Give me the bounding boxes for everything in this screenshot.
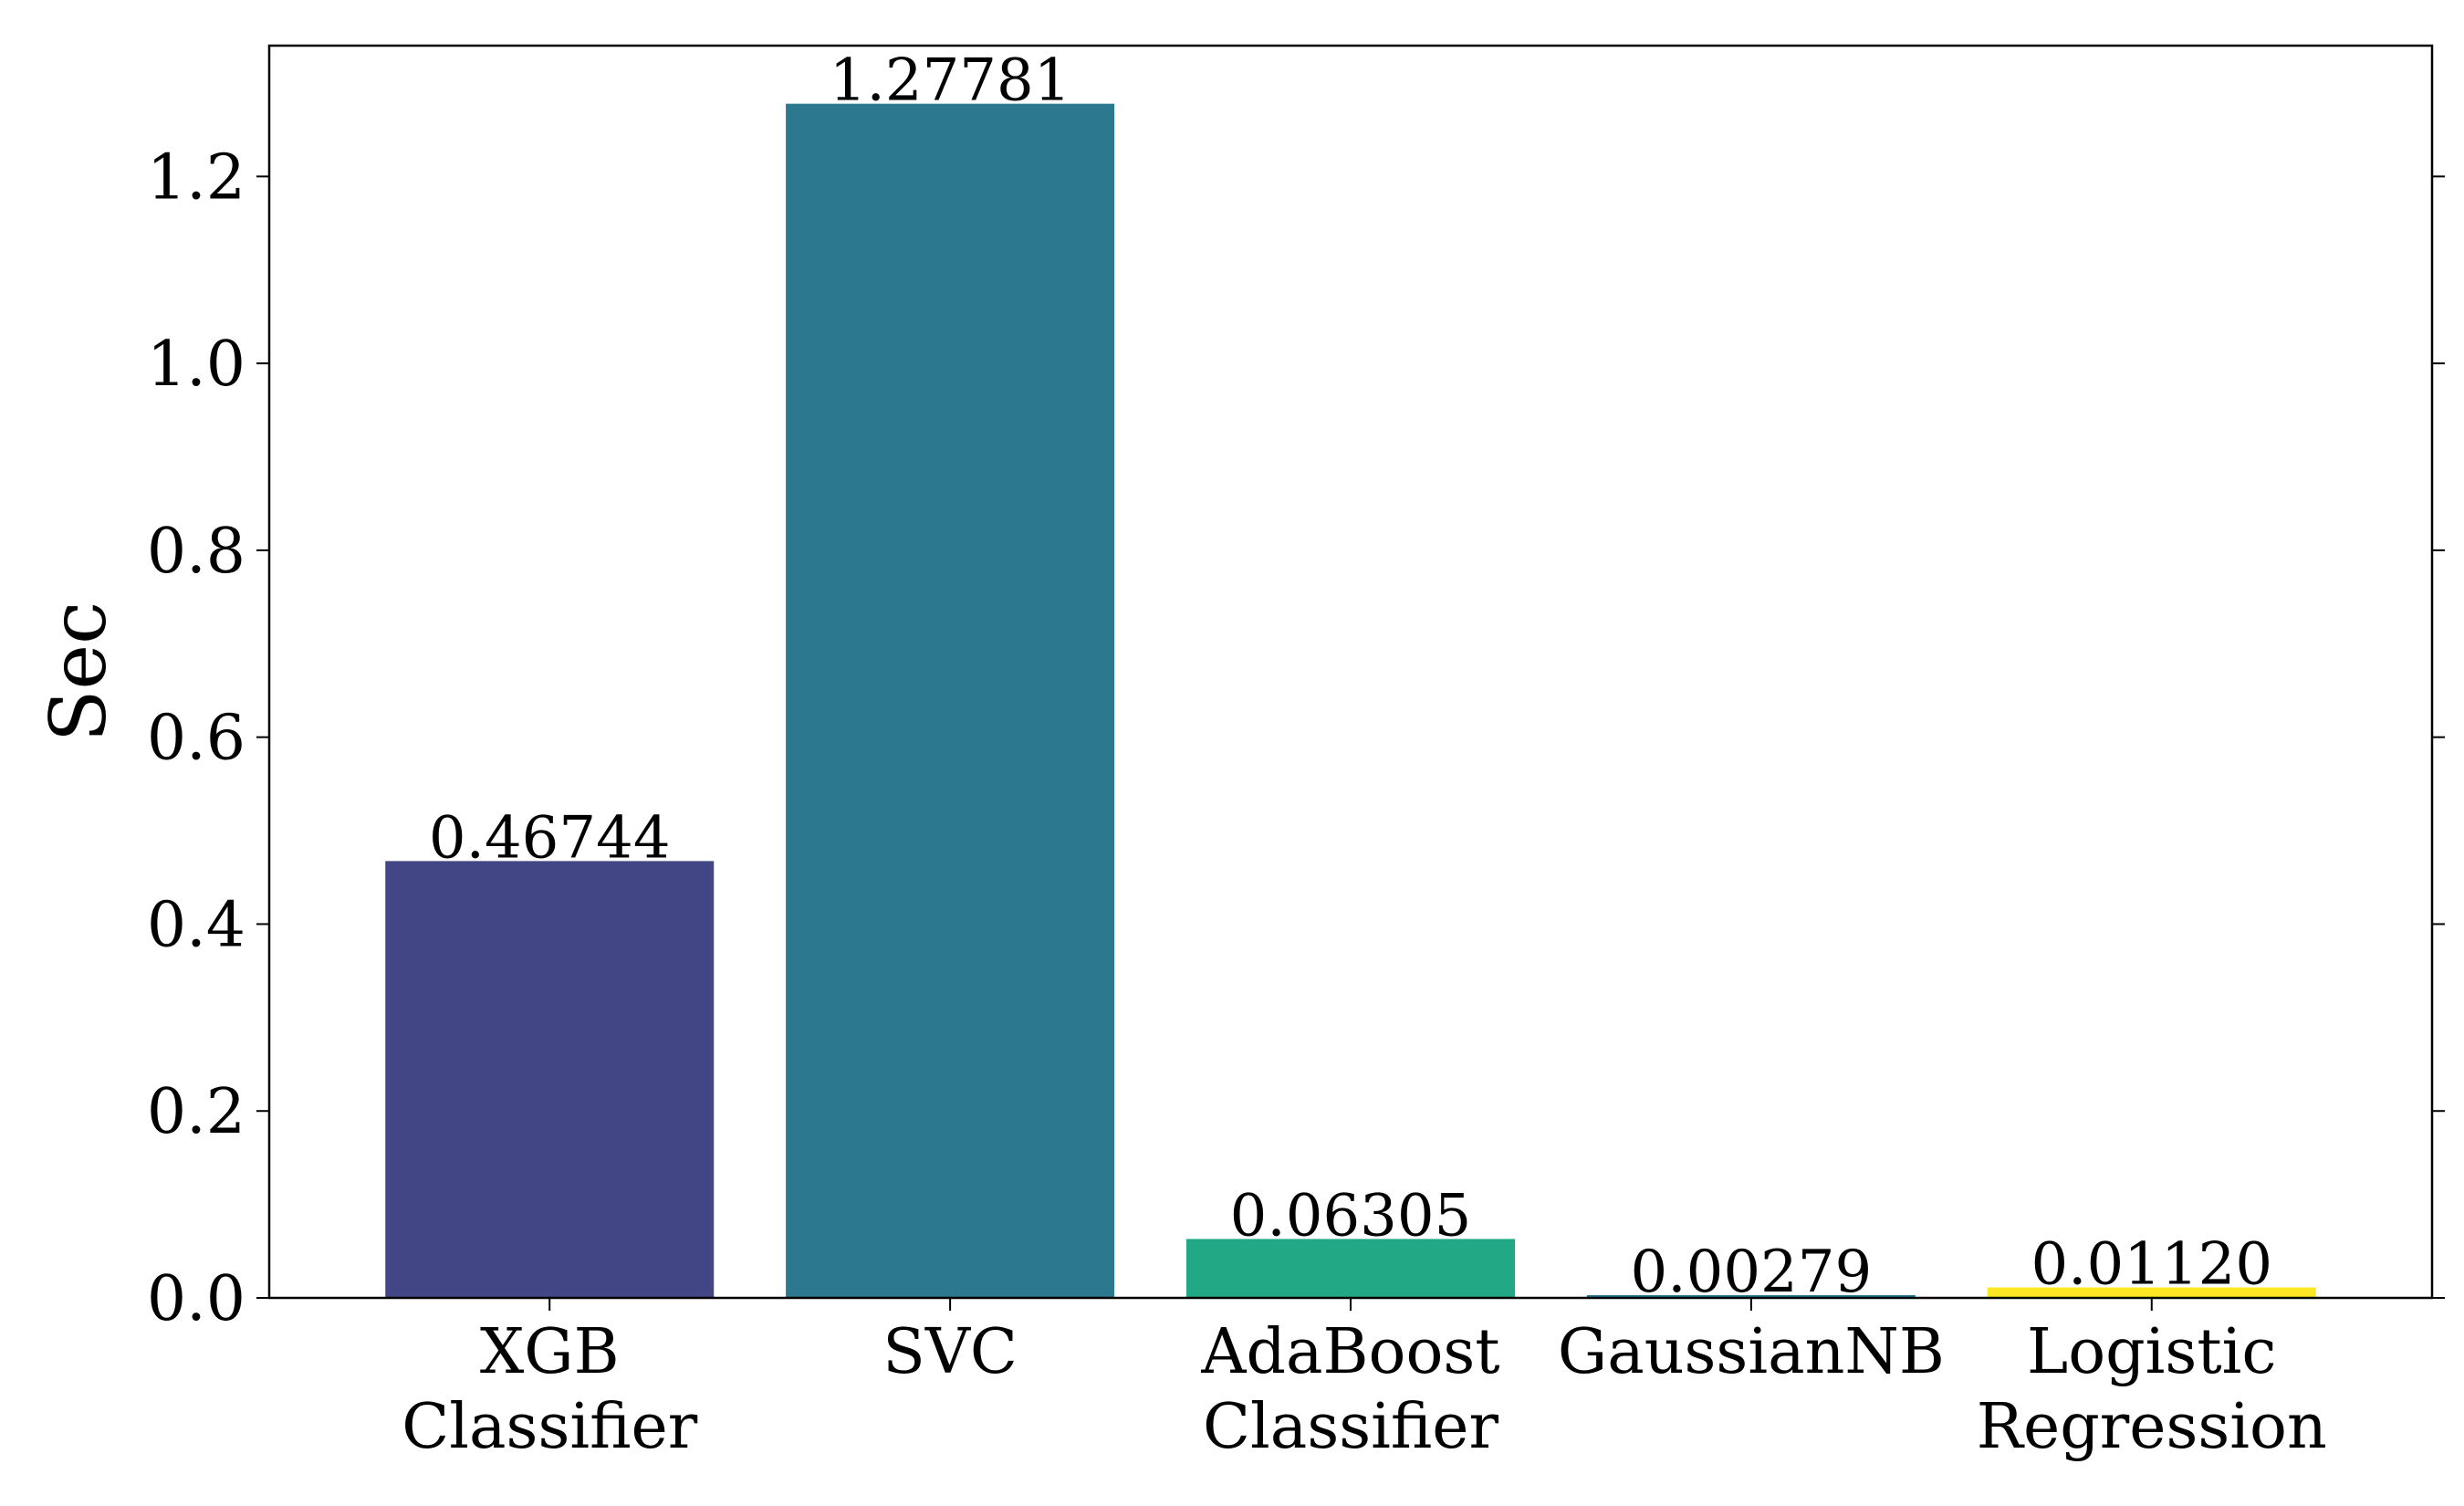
y-tick-label-4: 0.8 (147, 516, 245, 588)
x-tick-label-2-1: Classifier (1203, 1391, 1498, 1463)
bar-4 (1987, 1287, 2316, 1298)
plot-frame (267, 44, 2434, 1300)
y-tick-label-2: 0.4 (147, 889, 245, 961)
x-tick-label-0-1: Classifier (402, 1391, 697, 1463)
x-tick-label-4-0: Logistic (2027, 1316, 2276, 1388)
y-axis-label: Sec (34, 601, 123, 742)
bar-value-label-0: 0.46744 (429, 804, 671, 872)
bar-1 (786, 103, 1115, 1298)
y-tick-label-0: 0.0 (147, 1263, 245, 1335)
y-tick-label-6: 1.2 (147, 141, 245, 214)
x-tick-label-0-0: XGB (480, 1316, 620, 1388)
bar-value-label-2: 0.06305 (1230, 1182, 1472, 1250)
x-tick-label-3-0: GaussianNB (1558, 1316, 1945, 1388)
y-tick-label-1: 0.2 (147, 1076, 245, 1148)
plot-area: 0.46744XGBClassifier1.27781SVC0.06305Ada… (34, 44, 2445, 1463)
bar-value-label-3: 0.00279 (1631, 1239, 1873, 1306)
bar-2 (1186, 1239, 1515, 1298)
bar-0 (385, 861, 715, 1298)
y-tick-label-3: 0.6 (147, 703, 245, 775)
bar-value-label-1: 1.27781 (830, 47, 1071, 115)
x-tick-label-4-1: Regression (1977, 1391, 2327, 1463)
x-tick-label-2-0: AdaBoost (1200, 1316, 1499, 1388)
x-tick-label-1-0: SVC (882, 1316, 1018, 1388)
bar-3 (1586, 1295, 1916, 1298)
y-tick-label-5: 1.0 (147, 329, 245, 401)
bar-value-label-4: 0.01120 (2031, 1231, 2272, 1299)
